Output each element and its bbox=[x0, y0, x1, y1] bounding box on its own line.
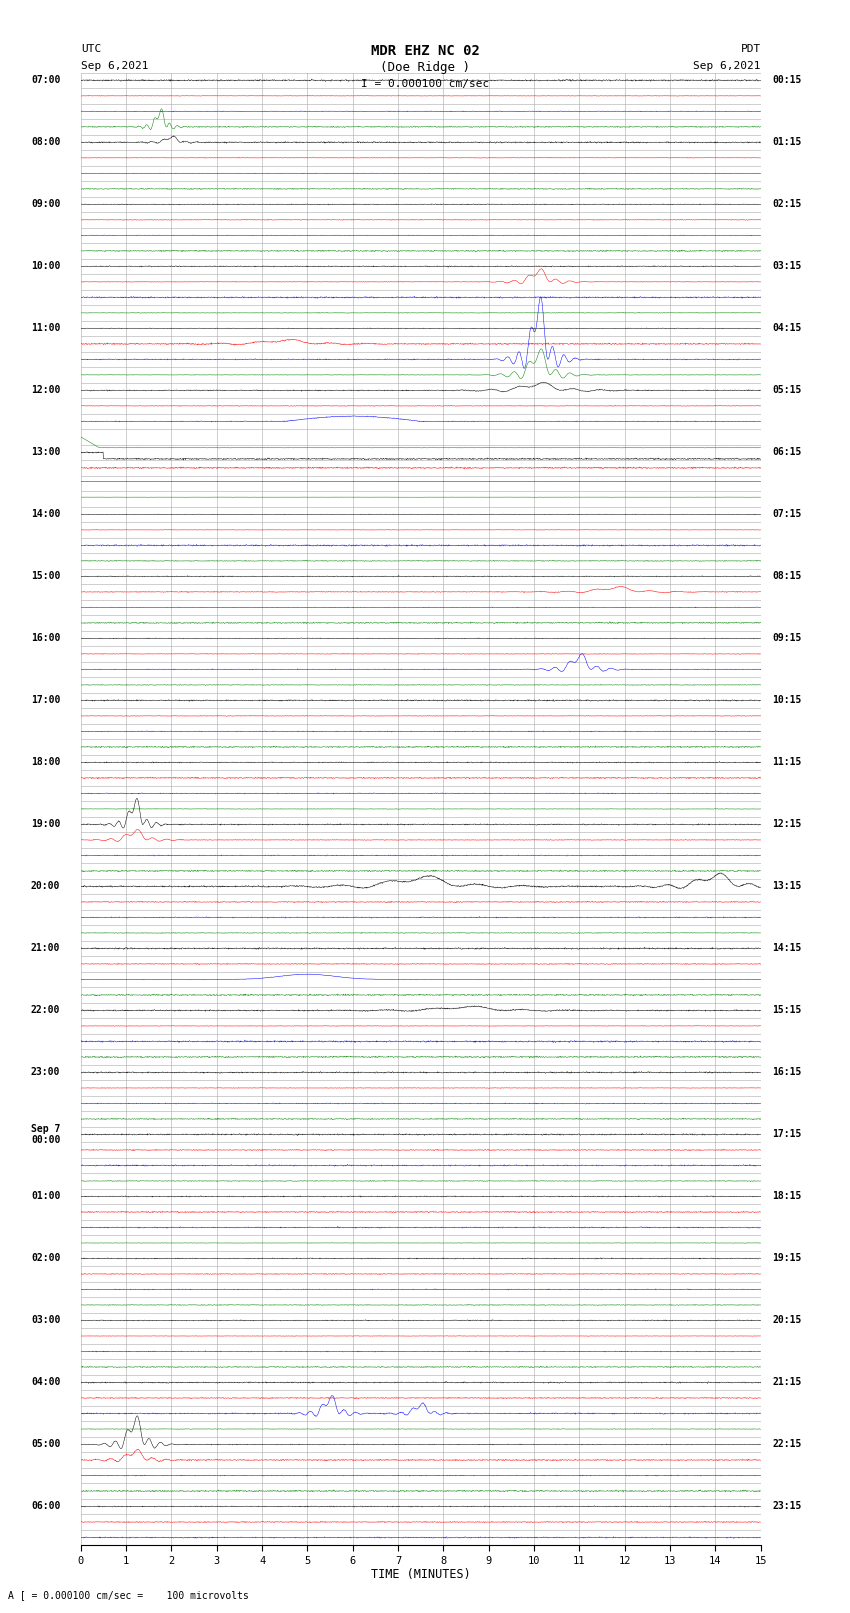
Text: Sep 7
00:00: Sep 7 00:00 bbox=[31, 1124, 60, 1145]
Text: 09:15: 09:15 bbox=[772, 634, 802, 644]
Text: 12:15: 12:15 bbox=[772, 819, 802, 829]
Text: 05:15: 05:15 bbox=[772, 386, 802, 395]
Text: 03:00: 03:00 bbox=[31, 1316, 60, 1326]
Text: (Doe Ridge ): (Doe Ridge ) bbox=[380, 61, 470, 74]
Text: 18:15: 18:15 bbox=[772, 1192, 802, 1202]
Text: 11:00: 11:00 bbox=[31, 323, 60, 334]
Text: MDR EHZ NC 02: MDR EHZ NC 02 bbox=[371, 44, 479, 58]
X-axis label: TIME (MINUTES): TIME (MINUTES) bbox=[371, 1568, 471, 1581]
Text: 06:15: 06:15 bbox=[772, 447, 802, 458]
Text: 14:00: 14:00 bbox=[31, 510, 60, 519]
Text: 13:00: 13:00 bbox=[31, 447, 60, 458]
Text: 20:15: 20:15 bbox=[772, 1316, 802, 1326]
Text: 23:15: 23:15 bbox=[772, 1502, 802, 1511]
Text: 04:15: 04:15 bbox=[772, 323, 802, 334]
Text: 01:00: 01:00 bbox=[31, 1192, 60, 1202]
Text: Sep 6,2021: Sep 6,2021 bbox=[81, 61, 148, 71]
Text: 08:00: 08:00 bbox=[31, 137, 60, 147]
Text: 21:00: 21:00 bbox=[31, 944, 60, 953]
Text: 19:15: 19:15 bbox=[772, 1253, 802, 1263]
Text: 08:15: 08:15 bbox=[772, 571, 802, 581]
Text: 22:00: 22:00 bbox=[31, 1005, 60, 1016]
Text: 07:00: 07:00 bbox=[31, 76, 60, 85]
Text: 03:15: 03:15 bbox=[772, 261, 802, 271]
Text: Sep 6,2021: Sep 6,2021 bbox=[694, 61, 761, 71]
Text: 16:15: 16:15 bbox=[772, 1068, 802, 1077]
Text: 20:00: 20:00 bbox=[31, 881, 60, 892]
Text: 02:00: 02:00 bbox=[31, 1253, 60, 1263]
Text: 19:00: 19:00 bbox=[31, 819, 60, 829]
Text: 17:15: 17:15 bbox=[772, 1129, 802, 1139]
Text: 06:00: 06:00 bbox=[31, 1502, 60, 1511]
Text: 17:00: 17:00 bbox=[31, 695, 60, 705]
Text: 15:15: 15:15 bbox=[772, 1005, 802, 1016]
Text: 10:00: 10:00 bbox=[31, 261, 60, 271]
Text: A [ = 0.000100 cm/sec =    100 microvolts: A [ = 0.000100 cm/sec = 100 microvolts bbox=[8, 1590, 249, 1600]
Text: 02:15: 02:15 bbox=[772, 200, 802, 210]
Text: 21:15: 21:15 bbox=[772, 1378, 802, 1387]
Text: 04:00: 04:00 bbox=[31, 1378, 60, 1387]
Text: 18:00: 18:00 bbox=[31, 758, 60, 768]
Text: 11:15: 11:15 bbox=[772, 758, 802, 768]
Text: 07:15: 07:15 bbox=[772, 510, 802, 519]
Text: 09:00: 09:00 bbox=[31, 200, 60, 210]
Text: 16:00: 16:00 bbox=[31, 634, 60, 644]
Text: 14:15: 14:15 bbox=[772, 944, 802, 953]
Text: 01:15: 01:15 bbox=[772, 137, 802, 147]
Text: 00:15: 00:15 bbox=[772, 76, 802, 85]
Text: 15:00: 15:00 bbox=[31, 571, 60, 581]
Text: 22:15: 22:15 bbox=[772, 1439, 802, 1450]
Text: 23:00: 23:00 bbox=[31, 1068, 60, 1077]
Text: I = 0.000100 cm/sec: I = 0.000100 cm/sec bbox=[361, 79, 489, 89]
Text: 12:00: 12:00 bbox=[31, 386, 60, 395]
Text: 13:15: 13:15 bbox=[772, 881, 802, 892]
Text: PDT: PDT bbox=[740, 44, 761, 53]
Text: 10:15: 10:15 bbox=[772, 695, 802, 705]
Text: UTC: UTC bbox=[81, 44, 101, 53]
Text: 05:00: 05:00 bbox=[31, 1439, 60, 1450]
